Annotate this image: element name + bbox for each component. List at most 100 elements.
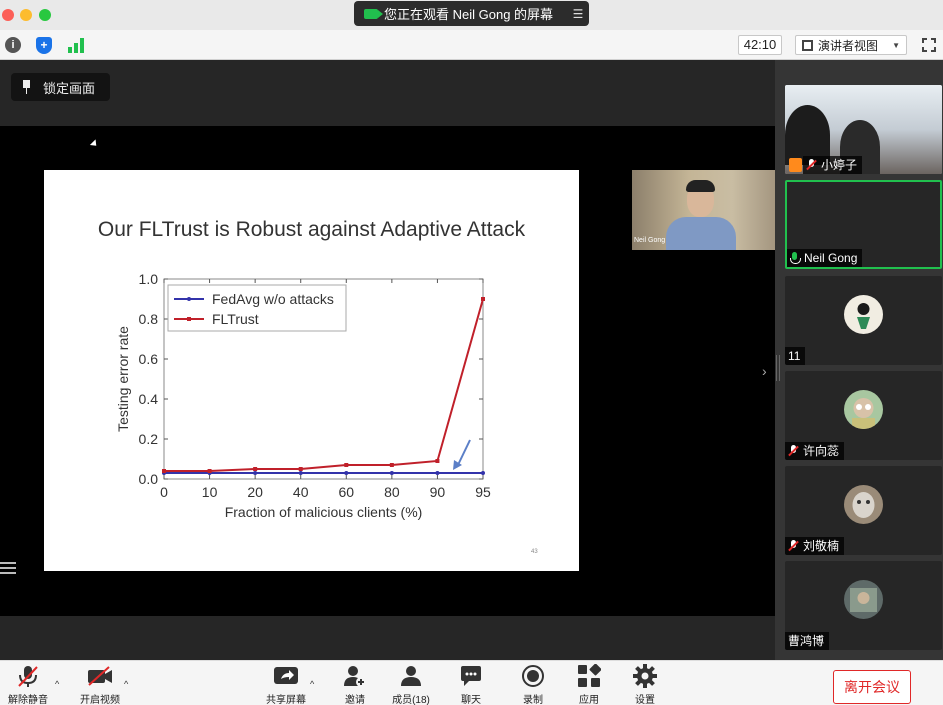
mic-muted-icon xyxy=(18,666,38,687)
y-tick-label: 0.8 xyxy=(139,311,159,327)
data-point xyxy=(298,467,303,471)
participant-name: 刘敬楠 xyxy=(803,539,840,553)
participant-name-tag: 曹鸿博 xyxy=(785,632,830,650)
share-screen-button[interactable]: 共享屏幕 xyxy=(264,664,308,705)
leave-meeting-button[interactable]: 离开会议 xyxy=(833,670,911,704)
avatar xyxy=(844,580,883,619)
participants-button[interactable]: 成员(18) xyxy=(390,664,432,705)
invite-label: 邀请 xyxy=(345,695,365,705)
maximize-window-button[interactable] xyxy=(39,9,51,21)
data-point xyxy=(162,469,166,473)
meeting-info-icon[interactable]: i xyxy=(5,37,21,53)
unmute-button[interactable]: 解除静音 xyxy=(6,664,50,705)
slide-title: Our FLTrust is Robust against Adaptive A… xyxy=(97,218,526,241)
close-window-button[interactable] xyxy=(2,9,14,21)
data-point xyxy=(389,471,394,475)
y-tick-label: 0.0 xyxy=(139,471,159,487)
participant-tile[interactable]: 许向蕊 xyxy=(785,371,942,460)
participant-name-tag: 小婷子 xyxy=(803,156,863,174)
grid-view-icon xyxy=(802,39,813,51)
network-signal-icon[interactable] xyxy=(68,38,86,53)
chat-bubble-icon xyxy=(461,666,481,686)
start-video-button[interactable]: 开启视频 xyxy=(78,664,122,705)
participant-name-tag: 许向蕊 xyxy=(785,442,845,460)
legend-marker xyxy=(187,297,191,301)
record-button[interactable]: 录制 xyxy=(516,664,550,705)
shared-screen[interactable]: Our FLTrust is Robust against Adaptive A… xyxy=(0,126,775,616)
x-tick-label: 80 xyxy=(384,484,400,500)
participant-tile-active-speaker[interactable]: Neil Gong xyxy=(785,180,942,269)
audio-options-chevron[interactable]: ^ xyxy=(55,679,60,689)
video-off-icon xyxy=(88,666,112,686)
menu-lines-icon[interactable] xyxy=(0,562,16,576)
settings-label: 设置 xyxy=(635,695,655,705)
invite-button[interactable]: 邀请 xyxy=(338,664,372,705)
annotation-arrow xyxy=(456,439,471,468)
x-tick-label: 60 xyxy=(338,484,354,500)
participant-name: 许向蕊 xyxy=(803,444,840,458)
panel-resize-handle[interactable] xyxy=(776,355,780,381)
data-point xyxy=(435,471,440,475)
apps-grid-icon xyxy=(578,664,601,687)
participant-tile[interactable]: 曹鸿博 xyxy=(785,561,942,650)
participant-name: 曹鸿博 xyxy=(788,634,825,648)
participant-tile[interactable]: 11 xyxy=(785,276,942,365)
data-point xyxy=(481,471,485,475)
video-camera-icon xyxy=(364,8,383,19)
title-bar: 您正在观看 Neil Gong 的屏幕 ☰ xyxy=(0,0,943,30)
participant-name-tag: Neil Gong xyxy=(787,249,863,267)
annotation-arrowhead xyxy=(453,460,462,470)
x-tick-label: 10 xyxy=(202,484,218,500)
bottom-toolbar: 解除静音 ^ 开启视频 ^ 共享屏幕 ^ 邀请 成员(18) 聊天 录制 xyxy=(0,660,943,705)
record-label: 录制 xyxy=(523,695,543,705)
minimize-window-button[interactable] xyxy=(20,9,32,21)
participant-name-tag: 11 xyxy=(785,347,806,365)
view-mode-dropdown[interactable]: 演讲者视图 ▼ xyxy=(795,35,907,55)
view-mode-label: 演讲者视图 xyxy=(818,38,879,53)
legend-marker xyxy=(187,317,191,321)
avatar xyxy=(844,485,883,524)
data-point xyxy=(389,463,394,467)
participant-name: Neil Gong xyxy=(804,251,858,265)
mouse-cursor-icon xyxy=(89,139,100,149)
y-tick-label: 0.4 xyxy=(139,391,159,407)
share-banner-text: 您正在观看 Neil Gong 的屏幕 xyxy=(384,7,554,22)
y-tick-label: 1.0 xyxy=(139,271,159,287)
video-options-chevron[interactable]: ^ xyxy=(124,679,129,689)
y-tick-label: 0.6 xyxy=(139,351,159,367)
data-point xyxy=(344,463,349,467)
x-tick-label: 0 xyxy=(160,484,168,500)
mic-on-icon xyxy=(790,252,801,264)
participant-tile[interactable]: 刘敬楠 xyxy=(785,466,942,555)
unmute-label: 解除静音 xyxy=(8,695,48,705)
y-axis-label: Testing error rate xyxy=(115,326,131,432)
banner-menu-icon[interactable]: ☰ xyxy=(572,6,584,21)
slide-page-number: 43 xyxy=(531,549,538,555)
legend-label: FLTrust xyxy=(212,311,259,327)
series-line-1 xyxy=(164,298,484,472)
chat-label: 聊天 xyxy=(461,695,481,705)
chevron-right-icon[interactable]: › xyxy=(762,363,767,379)
mic-muted-icon xyxy=(806,159,816,171)
participants-icon xyxy=(401,666,421,686)
apps-button[interactable]: 应用 xyxy=(572,664,606,705)
screen-share-banner[interactable]: 您正在观看 Neil Gong 的屏幕 ☰ xyxy=(354,1,589,26)
data-point xyxy=(207,469,212,473)
host-icon xyxy=(789,158,802,172)
data-point xyxy=(253,467,258,471)
fullscreen-icon[interactable] xyxy=(921,37,937,53)
participant-name: 11 xyxy=(788,349,801,363)
participant-tile[interactable]: 小婷子 xyxy=(785,85,942,174)
speaker-video-thumbnail[interactable]: Neil Gong xyxy=(632,170,775,250)
security-shield-icon[interactable]: + xyxy=(36,37,52,54)
share-screen-icon xyxy=(274,667,298,684)
data-point xyxy=(481,297,485,301)
lock-screen-button[interactable]: 锁定画面 xyxy=(11,73,110,101)
share-options-chevron[interactable]: ^ xyxy=(310,679,315,689)
speaker-thumbnail-name: Neil Gong xyxy=(634,237,666,244)
record-icon xyxy=(522,665,544,687)
chat-button[interactable]: 聊天 xyxy=(454,664,488,705)
apps-label: 应用 xyxy=(579,695,599,705)
settings-button[interactable]: 设置 xyxy=(628,664,662,705)
